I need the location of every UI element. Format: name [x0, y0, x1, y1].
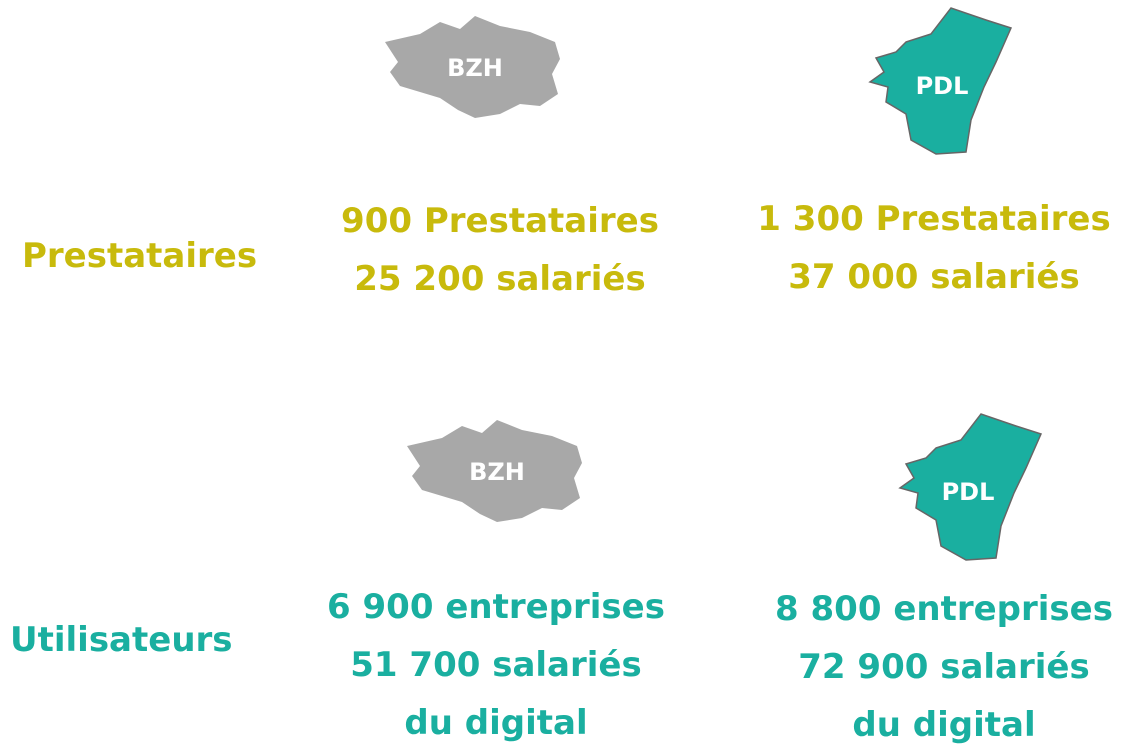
region-code: BZH [469, 458, 525, 486]
stat-line: 1 300 Prestataires [757, 199, 1111, 239]
region-code: BZH [447, 54, 503, 82]
stat-line: 72 900 salariés [798, 647, 1090, 687]
pdl-map: PDL [898, 413, 1043, 561]
pdl-map: PDL [868, 7, 1013, 155]
stat-line: du digital [852, 705, 1036, 744]
row-label: Prestataires [22, 236, 258, 276]
stat-line: du digital [404, 703, 588, 743]
region-code: PDL [942, 478, 995, 506]
bzh-map: BZH [385, 16, 560, 118]
stat-line: 51 700 salariés [350, 645, 642, 685]
stat-line: 25 200 salariés [354, 259, 646, 299]
row-label: Utilisateurs [10, 620, 233, 660]
stats: 8 800 entreprises 72 900 salariés du dig… [744, 580, 1138, 744]
stats: 1 300 Prestataires 37 000 salariés [734, 190, 1134, 306]
stat-line: 900 Prestataires [341, 201, 659, 241]
bzh-map: BZH [407, 420, 582, 522]
region-code: PDL [916, 72, 969, 100]
stat-line: 8 800 entreprises [775, 589, 1113, 629]
stat-line: 6 900 entreprises [327, 587, 665, 627]
stats: 900 Prestataires 25 200 salariés [300, 192, 700, 308]
stats: 6 900 entreprises 51 700 salariés du dig… [296, 578, 696, 744]
stat-line: 37 000 salariés [788, 257, 1080, 297]
